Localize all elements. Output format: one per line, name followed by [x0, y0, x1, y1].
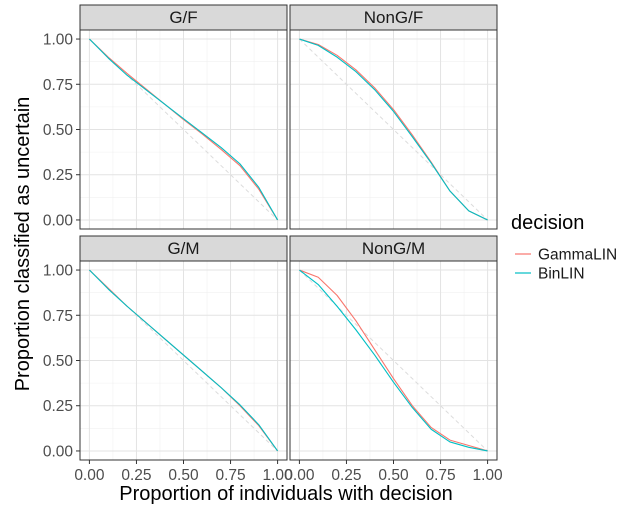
legend-title: decision [511, 212, 584, 234]
x-tick-label: 1.00 [263, 467, 294, 484]
x-tick-label: 0.25 [121, 467, 151, 484]
y-tick-label: 1.00 [43, 263, 74, 280]
strip-g-f [79, 4, 288, 31]
x-tick-label: 0.75 [425, 467, 455, 484]
strip-nong-f [289, 4, 498, 31]
x-tick-label: 0.00 [284, 467, 315, 484]
panel-border [289, 29, 498, 230]
x-tick-label: 1.00 [473, 467, 504, 484]
y-tick-label: 0.75 [43, 77, 73, 94]
y-tick-label: 0.25 [43, 167, 73, 184]
legend-label-gammalin: GammaLIN [538, 247, 617, 264]
series-line-binlin [89, 38, 279, 221]
series-line-binlin [299, 38, 488, 221]
reference-line [299, 269, 488, 452]
series-line-binlin [299, 269, 488, 452]
strip-label: G/M [167, 239, 199, 258]
y-tick-label: 0.00 [43, 212, 74, 229]
series-line-gammalin [89, 38, 279, 221]
y-tick-label: 1.00 [43, 32, 74, 49]
x-tick-label: 0.00 [74, 467, 105, 484]
strip-label: NonG/M [362, 239, 425, 258]
x-tick-label: 0.25 [331, 467, 361, 484]
y-tick-label: 0.00 [43, 443, 74, 460]
reference-line [299, 38, 488, 221]
strip-label: G/F [169, 8, 197, 27]
y-axis-title: Proportion classified as uncertain [12, 97, 34, 392]
x-axis-title: Proportion of individuals with decision [119, 483, 453, 505]
y-tick-label: 0.50 [43, 353, 74, 370]
x-tick-label: 0.50 [378, 467, 409, 484]
x-tick-label: 0.50 [168, 467, 199, 484]
series-line-gammalin [299, 269, 488, 452]
y-tick-label: 0.75 [43, 308, 73, 325]
y-tick-label: 0.50 [43, 122, 74, 139]
strip-label: NonG/F [364, 8, 424, 27]
series-line-binlin [89, 269, 279, 452]
y-tick-label: 0.25 [43, 398, 73, 415]
legend-label-binlin: BinLIN [538, 266, 585, 283]
panel-nong-f: NonG/F [289, 4, 498, 230]
x-tick-label: 0.75 [215, 467, 245, 484]
panel-g-f: G/F 0.00 0.25 0.50 0.75 1.00 [43, 4, 288, 230]
legend: decision GammaLIN BinLIN [511, 212, 617, 283]
panel-g-m: G/M 0.00 0.25 0.50 0.75 1.00 0.00 0.25 0.50 0.75 1… [43, 235, 294, 484]
panel-nong-m: NonG/M 0.00 0.25 0.50 0.75 1.00 [284, 235, 504, 484]
strip-g-m [79, 235, 288, 262]
